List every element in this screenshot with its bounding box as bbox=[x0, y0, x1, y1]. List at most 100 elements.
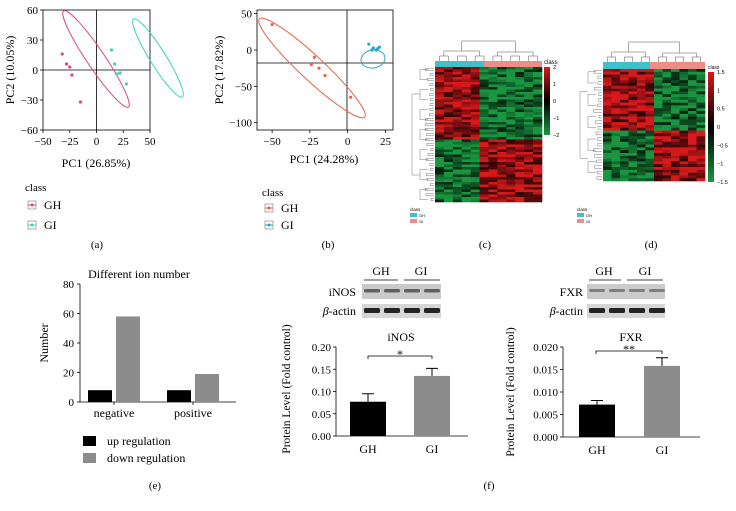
heatmap-cell bbox=[470, 139, 480, 143]
dendrogram-branch bbox=[497, 51, 534, 56]
heatmap-cell bbox=[461, 72, 471, 75]
heatmap-cell bbox=[443, 119, 454, 123]
heatmap-cell bbox=[611, 125, 621, 129]
heatmap-cell bbox=[696, 69, 706, 73]
y-tick-label: 30 bbox=[27, 35, 39, 47]
western-inos-gi-label: GI bbox=[415, 264, 428, 278]
heatmap-cell bbox=[497, 109, 507, 113]
heatmap-cell bbox=[524, 119, 534, 123]
heatmap-cell bbox=[654, 113, 663, 117]
western-fxr-strip bbox=[587, 284, 665, 299]
heatmap-cell bbox=[645, 172, 655, 176]
heatmap-cell bbox=[611, 74, 621, 78]
heatmap-cell bbox=[506, 74, 516, 78]
heatmap-cell bbox=[696, 150, 706, 154]
heatmap-cell bbox=[662, 141, 672, 145]
heatmap-cell bbox=[515, 99, 525, 103]
heatmap-cell bbox=[488, 114, 498, 118]
heatmap-cell bbox=[461, 142, 471, 145]
heatmap-cell bbox=[506, 192, 516, 195]
heatmap-cell bbox=[662, 99, 672, 103]
heatmap-cell bbox=[461, 154, 471, 158]
heatmap-cell bbox=[645, 130, 655, 134]
dendrogram-branch bbox=[675, 56, 684, 62]
bar-e-legend-down: down regulation bbox=[107, 451, 185, 465]
pca-b-x-ticks: −50 −25 0 25 bbox=[264, 130, 391, 148]
heatmap-cell bbox=[435, 172, 445, 175]
scale-tick-label: −0.5 bbox=[717, 143, 728, 149]
heatmap-cell bbox=[488, 187, 498, 190]
heatmap-cell bbox=[470, 69, 480, 73]
heatmap-cell bbox=[488, 162, 498, 165]
y-tick-label: −60 bbox=[21, 125, 39, 137]
heatmap-cell bbox=[671, 167, 680, 171]
heatmap-cell bbox=[479, 182, 489, 185]
heatmap-cell bbox=[479, 72, 489, 75]
heatmap-cell bbox=[497, 197, 507, 200]
heatmap-cell bbox=[452, 69, 463, 73]
heatmap-cell bbox=[662, 83, 672, 87]
dendrogram-branch bbox=[427, 153, 434, 156]
heatmap-cell bbox=[470, 172, 480, 175]
heatmap-cell bbox=[470, 84, 480, 88]
heatmap-cell bbox=[611, 161, 621, 165]
heatmap-cell bbox=[696, 144, 706, 148]
pca-b-gi-ellipse bbox=[360, 49, 386, 69]
heatmap-cell bbox=[637, 158, 646, 162]
heatmap-cell bbox=[533, 192, 543, 195]
heatmap-cell bbox=[696, 133, 706, 137]
heatmap-cell bbox=[533, 92, 543, 95]
heatmap-cell bbox=[443, 69, 454, 73]
y-tick-label: 0 bbox=[33, 65, 39, 77]
heatmap-cell bbox=[533, 109, 543, 113]
heatmap-cell bbox=[479, 174, 489, 178]
pca-point-gi bbox=[367, 42, 371, 46]
heatmap-cell bbox=[435, 77, 445, 80]
heatmap-cell bbox=[479, 144, 489, 148]
heatmap-cell bbox=[479, 192, 489, 195]
heatmap-cell bbox=[515, 169, 525, 173]
heatmap-cell bbox=[497, 92, 507, 95]
heatmap-cell bbox=[443, 117, 454, 120]
heatmap-cell bbox=[443, 74, 454, 78]
heatmap-cell bbox=[620, 105, 629, 109]
heatmap-cell bbox=[488, 122, 498, 125]
heatmap-cell bbox=[515, 162, 525, 165]
heatmap-cell bbox=[611, 139, 621, 143]
heatmap-cell bbox=[506, 104, 516, 108]
y-tick-label: 80 bbox=[63, 279, 75, 291]
bar-e-legend-up: up regulation bbox=[107, 434, 171, 448]
heatmap-cell bbox=[497, 99, 507, 103]
heatmap-cell bbox=[479, 94, 489, 98]
heatmap-cell bbox=[461, 104, 471, 108]
heatmap-cell bbox=[696, 125, 706, 129]
heatmap-cell bbox=[524, 194, 534, 198]
heatmap-cell bbox=[461, 167, 471, 170]
heatmap-cell bbox=[479, 84, 489, 88]
heatmap-cell bbox=[662, 108, 672, 112]
scale-tick-label: −1 bbox=[553, 116, 559, 122]
heatmap-cell bbox=[515, 182, 525, 185]
heatmap-cell bbox=[671, 139, 680, 143]
bar-fxr-bars bbox=[579, 357, 680, 437]
heatmap-cell bbox=[435, 124, 445, 128]
heatmap-cell bbox=[452, 87, 463, 90]
heatmap-cell bbox=[515, 132, 525, 135]
heatmap-cell bbox=[524, 112, 534, 115]
y-tick-label: 0.05 bbox=[312, 409, 332, 421]
heatmap-cell bbox=[611, 172, 621, 176]
heatmap-cell bbox=[497, 97, 507, 100]
heatmap-cell bbox=[620, 164, 629, 168]
heatmap-cell bbox=[628, 74, 638, 78]
heatmap-cell bbox=[488, 164, 498, 168]
dendrogram-branch bbox=[587, 94, 596, 106]
heatmap-cell bbox=[603, 158, 612, 162]
dendrogram-branch bbox=[429, 98, 434, 101]
heatmap-cell bbox=[497, 79, 507, 83]
heatmap-cell bbox=[470, 134, 480, 138]
heatmap-cell bbox=[524, 147, 534, 150]
heatmap-cell bbox=[452, 92, 463, 95]
heatmap-cell bbox=[688, 85, 697, 89]
heatmap-cell bbox=[679, 91, 689, 95]
western-inos-gh-label: GH bbox=[372, 264, 390, 278]
